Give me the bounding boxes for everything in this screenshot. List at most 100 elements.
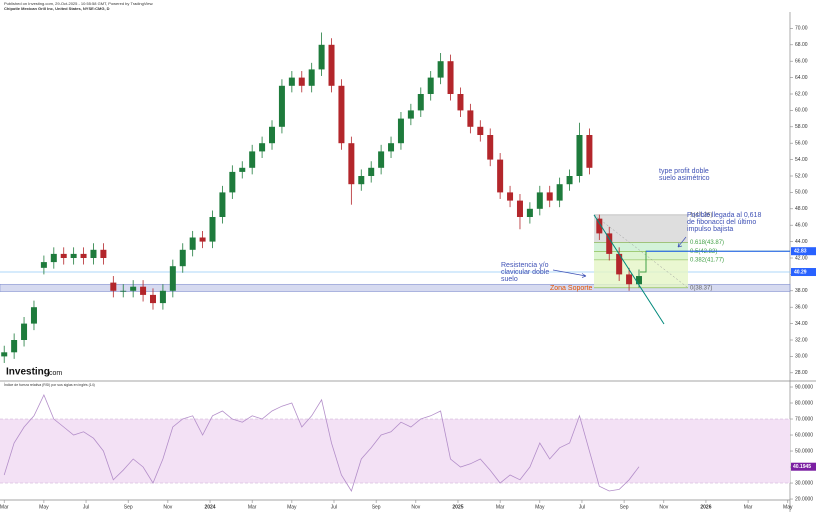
candle-body bbox=[278, 85, 285, 127]
fib-zone bbox=[594, 242, 688, 252]
x-tick-label: Mar bbox=[248, 504, 257, 510]
candle-body bbox=[437, 61, 444, 78]
candle-body bbox=[566, 176, 573, 185]
candle-body bbox=[616, 253, 623, 275]
y-tick-label: 60.0000 bbox=[795, 432, 813, 438]
arrow bbox=[677, 236, 687, 248]
y-tick-label: 50.00 bbox=[795, 190, 808, 196]
price-marker bbox=[791, 247, 816, 256]
candle-body bbox=[328, 44, 335, 86]
x-tick-label: Sep bbox=[124, 504, 133, 510]
fib-zone bbox=[594, 251, 688, 260]
annotation: de fibonacci del último bbox=[687, 219, 756, 226]
fib-label: 0.5(42.82) bbox=[690, 249, 717, 255]
candle-body bbox=[447, 61, 454, 94]
candle-body bbox=[546, 192, 553, 201]
published-note: Published on Investing.com, 29-Oct-2025 … bbox=[4, 1, 153, 6]
candle-body bbox=[70, 253, 77, 258]
candle-body bbox=[318, 44, 325, 70]
candle-body bbox=[457, 94, 464, 111]
candle-body bbox=[169, 266, 176, 291]
candle-body bbox=[130, 286, 137, 291]
x-tick-label: Jul bbox=[579, 504, 585, 510]
y-tick-label: 56.00 bbox=[795, 141, 808, 147]
y-tick-label: 70.00 bbox=[795, 26, 808, 32]
candle-body bbox=[586, 135, 593, 168]
candle-body bbox=[149, 294, 156, 304]
candle-body bbox=[397, 118, 404, 144]
candle-body bbox=[368, 167, 375, 176]
annotation: type profit doble bbox=[659, 168, 709, 175]
logo: Investing bbox=[6, 367, 50, 378]
candle-body bbox=[229, 171, 236, 193]
y-tick-label: 60.00 bbox=[795, 108, 808, 114]
y-tick-label: 50.0000 bbox=[795, 448, 813, 454]
candle-body bbox=[596, 218, 603, 234]
y-tick-label: 28.00 bbox=[795, 370, 808, 376]
candle-body bbox=[50, 253, 57, 263]
candle-body bbox=[298, 77, 305, 86]
x-tick-label: May bbox=[287, 504, 297, 510]
candle-body bbox=[288, 77, 295, 86]
x-tick-label: Jul bbox=[83, 504, 89, 510]
candle-body bbox=[348, 143, 355, 185]
logo-suffix: .com bbox=[47, 370, 62, 377]
candle-body bbox=[21, 323, 28, 340]
y-tick-label: 48.00 bbox=[795, 206, 808, 212]
candle-body bbox=[417, 94, 424, 111]
arrow bbox=[552, 269, 587, 278]
candle-body bbox=[497, 159, 504, 193]
candle-body bbox=[388, 143, 395, 152]
candle-body bbox=[80, 253, 87, 258]
y-tick-label: 38.00 bbox=[795, 288, 808, 294]
x-tick-label: May bbox=[39, 504, 49, 510]
candle-body bbox=[179, 249, 186, 267]
rsi-last-marker bbox=[791, 462, 816, 471]
candle-body bbox=[249, 151, 256, 168]
candle-body bbox=[407, 110, 414, 119]
candle-body bbox=[338, 85, 345, 144]
y-tick-label: 34.00 bbox=[795, 321, 808, 327]
annotation: Posible llegada al 0,618 bbox=[687, 212, 761, 219]
candle-body bbox=[487, 135, 494, 160]
support-zone bbox=[0, 283, 791, 292]
candle-body bbox=[516, 200, 523, 217]
y-tick-label: 90.0000 bbox=[795, 384, 813, 390]
y-tick-label: 32.00 bbox=[795, 337, 808, 343]
candle-body bbox=[635, 276, 642, 285]
candle-body bbox=[140, 286, 147, 295]
candle-body bbox=[159, 290, 166, 304]
candle-body bbox=[536, 192, 543, 209]
x-tick-label: 2025 bbox=[452, 504, 463, 510]
candle-body bbox=[576, 135, 583, 176]
price-marker bbox=[791, 268, 816, 277]
y-tick-label: 54.00 bbox=[795, 157, 808, 163]
y-tick-label: 58.00 bbox=[795, 124, 808, 130]
y-tick-label: 20.0000 bbox=[795, 496, 813, 502]
trend-line bbox=[593, 214, 665, 325]
candle-body bbox=[189, 237, 196, 250]
annotation: clavicular doble bbox=[501, 269, 549, 276]
candle-body bbox=[199, 237, 206, 242]
rsi-line bbox=[3, 394, 640, 492]
candle-body bbox=[269, 126, 276, 144]
price-marker-label: 42.83 bbox=[794, 249, 807, 255]
x-tick-label: Mar bbox=[744, 504, 753, 510]
candle-body bbox=[378, 151, 385, 168]
candle-body bbox=[40, 262, 47, 268]
candle-body bbox=[556, 184, 563, 201]
y-tick-label: 66.00 bbox=[795, 59, 808, 65]
candle-body bbox=[626, 274, 633, 285]
y-tick-label: 44.00 bbox=[795, 239, 808, 245]
x-tick-label: Jul bbox=[331, 504, 337, 510]
x-tick-label: May bbox=[535, 504, 545, 510]
candle-body bbox=[358, 176, 365, 185]
y-tick-label: 30.0000 bbox=[795, 480, 813, 486]
candle-body bbox=[60, 253, 67, 258]
candle-body bbox=[606, 233, 613, 254]
annotation: suelo asimétrico bbox=[659, 175, 710, 182]
y-tick-label: 64.00 bbox=[795, 75, 808, 81]
y-tick-label: 36.00 bbox=[795, 305, 808, 311]
